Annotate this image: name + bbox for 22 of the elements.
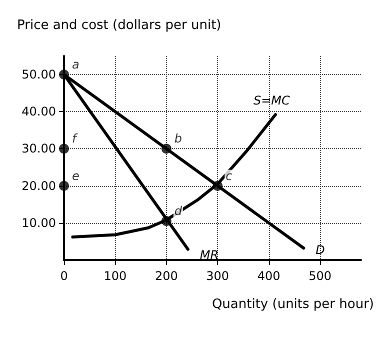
x-tick-label: 100 <box>104 269 127 283</box>
annotation: f <box>72 132 78 146</box>
y-tick-label: 50.00 <box>22 68 56 82</box>
y-tick-label: 40.00 <box>22 104 56 119</box>
annotation: b <box>174 132 182 146</box>
x-tick-label: 400 <box>257 269 280 283</box>
x-tick-label: 200 <box>154 269 178 283</box>
y-axis-title: Price and cost (dollars per unit) <box>17 18 222 33</box>
y-tick-label: 10.00 <box>22 216 56 230</box>
x-axis-title: Quantity (units per hour) <box>212 297 374 312</box>
series-label: MR <box>200 248 219 262</box>
annotation: e <box>72 168 80 183</box>
annotation: a <box>72 58 80 72</box>
y-tick-label: 20.00 <box>22 178 56 193</box>
annotation: d <box>174 204 182 218</box>
x-tick-label: 300 <box>206 269 230 283</box>
annotation: c <box>226 168 233 183</box>
series-label: S=MC <box>253 94 291 108</box>
x-tick-label: 0 <box>60 269 68 283</box>
x-tick-label: 500 <box>308 269 332 283</box>
y-tick-label: 30.00 <box>22 142 56 156</box>
series-label: D <box>316 243 325 258</box>
